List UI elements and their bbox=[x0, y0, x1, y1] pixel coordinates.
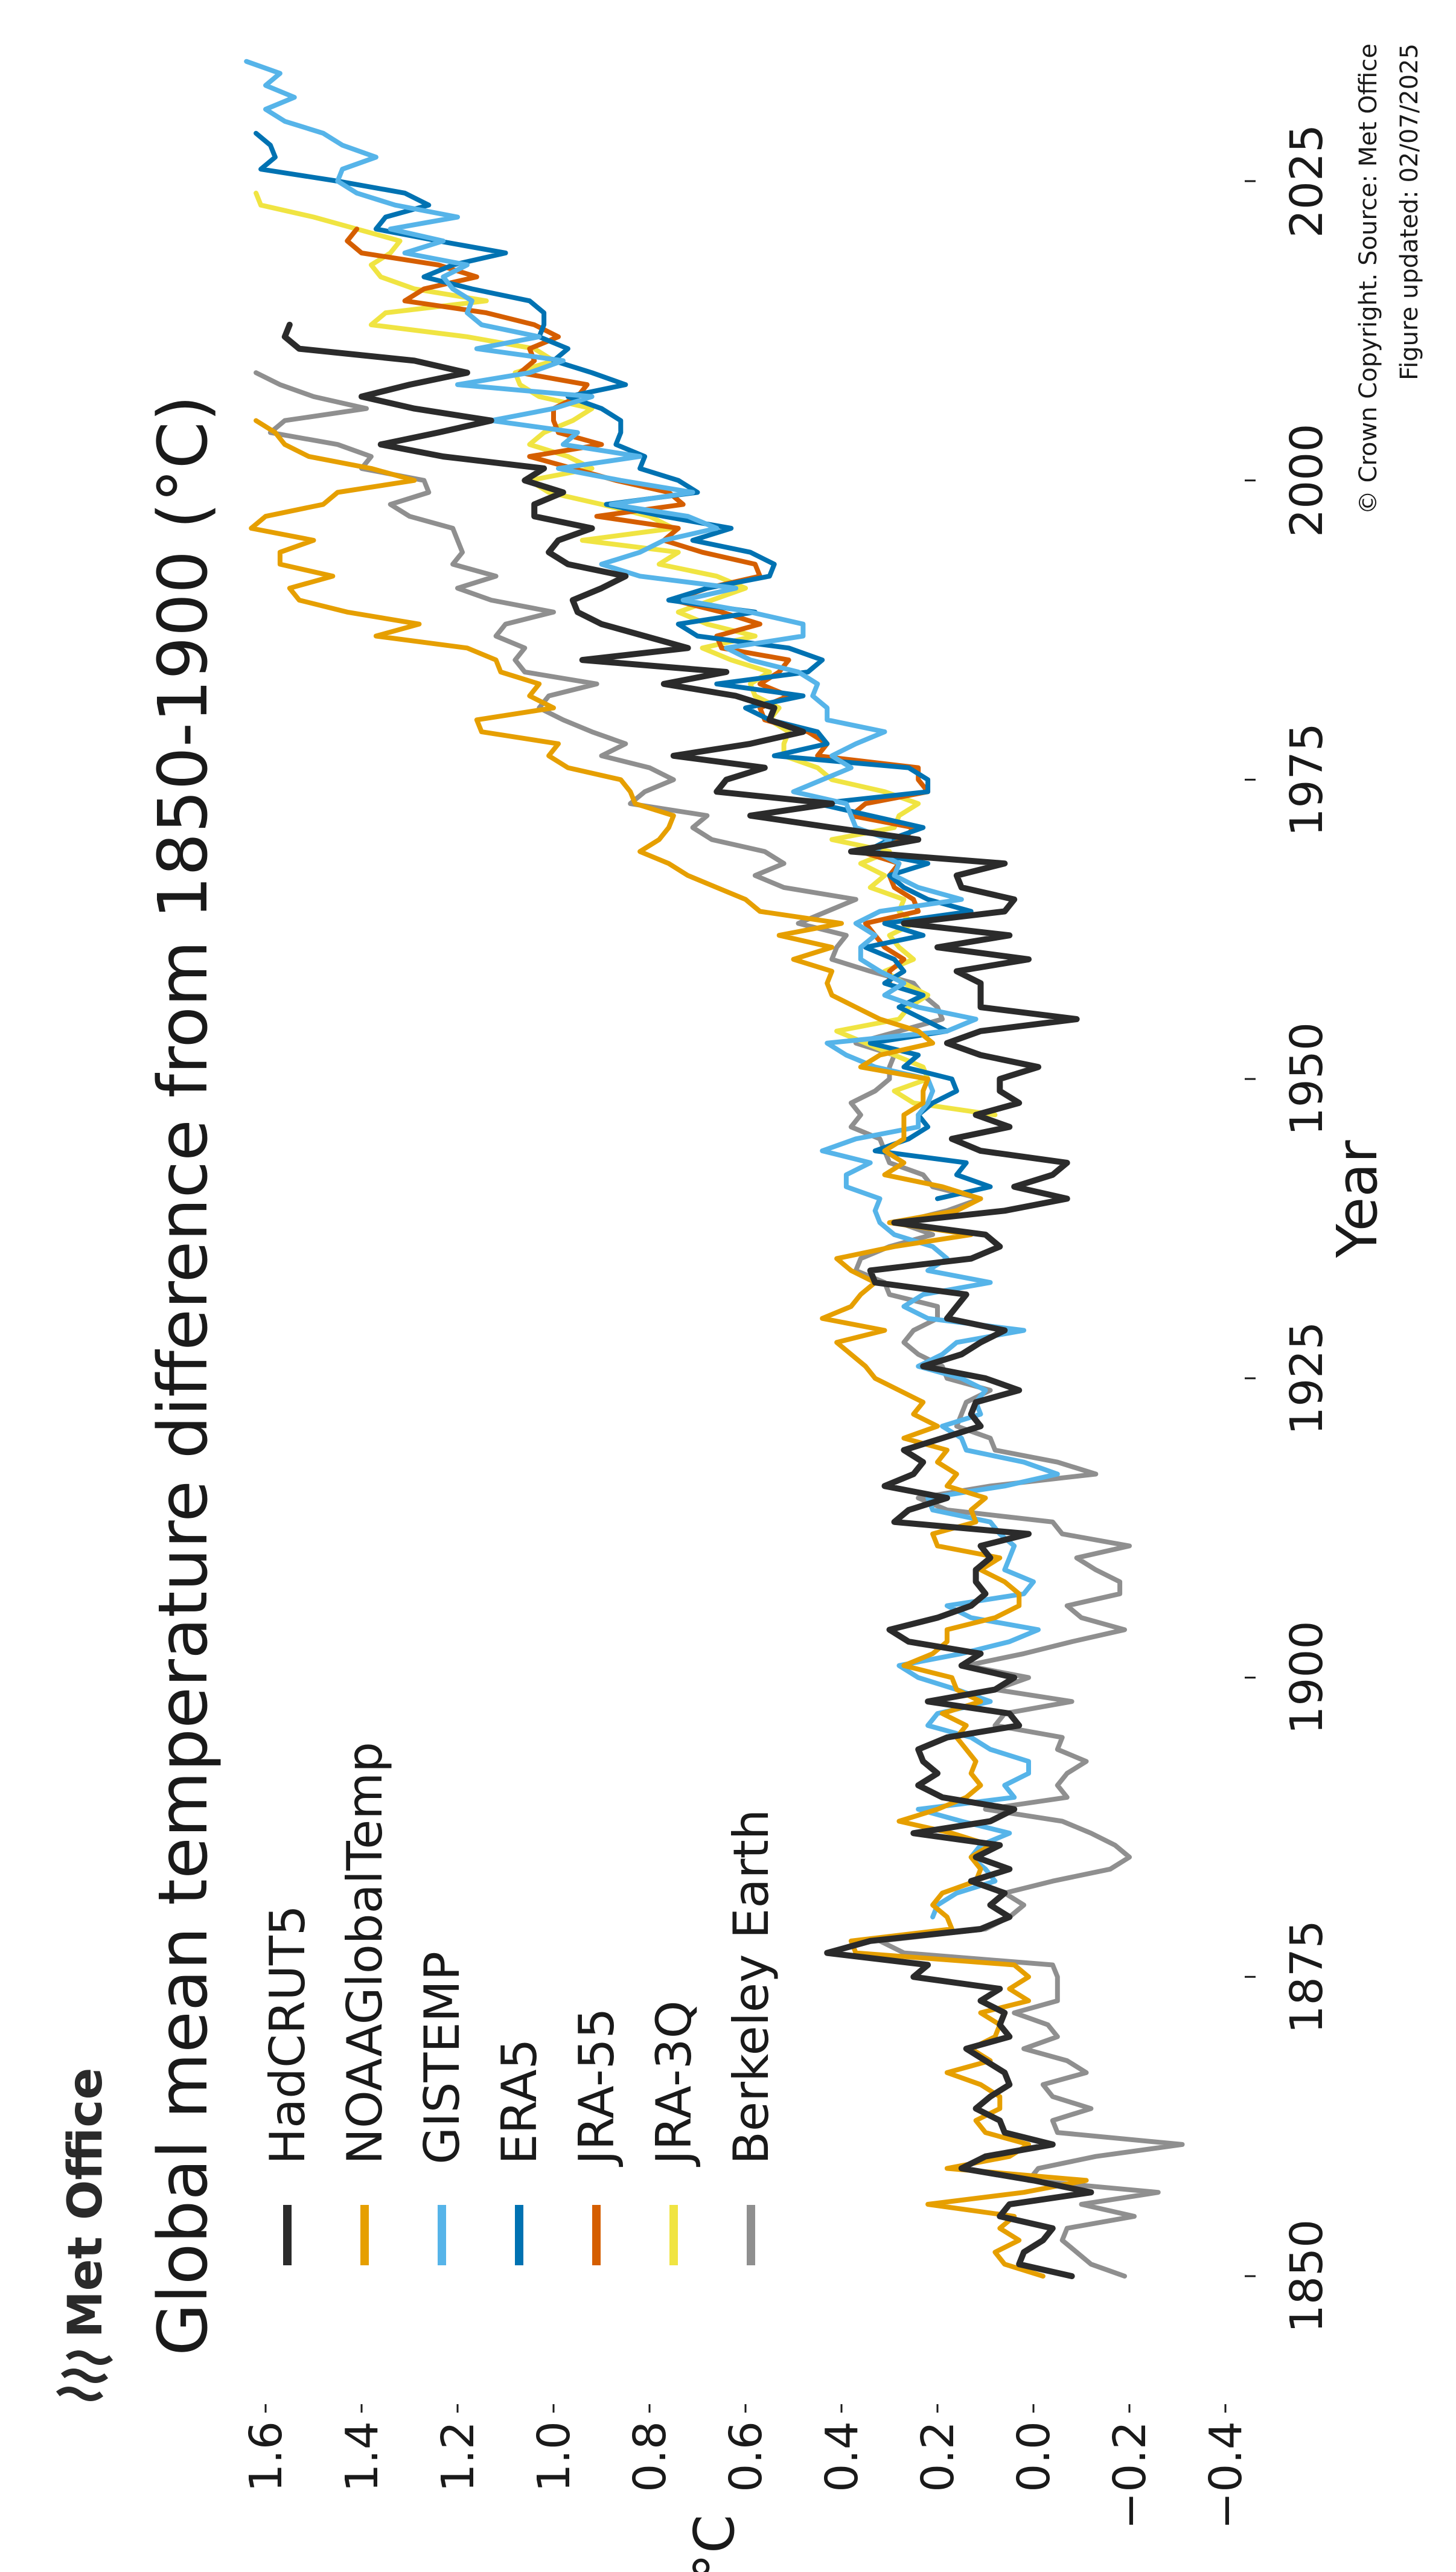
legend-label: Berkeley Earth bbox=[723, 1809, 779, 2164]
met-office-logo-text: Met Office bbox=[59, 2068, 113, 2338]
met-office-waves-icon bbox=[56, 2350, 113, 2401]
series-line-gistemp bbox=[244, 59, 1060, 1920]
y-tick-label: 0.0 bbox=[1008, 2421, 1060, 2492]
credit-line: © Crown Copyright. Source: Met Office bbox=[1355, 43, 1382, 514]
legend-label: GISTEMP bbox=[414, 1951, 470, 2164]
series-line-jra-55 bbox=[345, 226, 931, 986]
x-tick-label: 1850 bbox=[1281, 2219, 1333, 2333]
x-tick-label: 2025 bbox=[1281, 124, 1333, 238]
y-tick-label: −0.4 bbox=[1200, 2421, 1252, 2530]
y-axis-label: °C bbox=[682, 2515, 747, 2572]
legend-label: JRA-55 bbox=[569, 2007, 625, 2167]
legend-label: JRA-3Q bbox=[646, 2000, 702, 2167]
series-line-noaaglobaltemp bbox=[249, 418, 1089, 2279]
legend-label: NOAAGlobalTemp bbox=[337, 1742, 393, 2164]
y-tick-label: 0.2 bbox=[912, 2421, 964, 2492]
legend-label: HadCRUT5 bbox=[260, 1905, 316, 2164]
chart-title: Global mean temperature difference from … bbox=[144, 395, 223, 2356]
legend-label: ERA5 bbox=[491, 2038, 548, 2164]
x-tick-label: 2000 bbox=[1281, 424, 1333, 537]
x-tick-label: 1875 bbox=[1281, 1920, 1333, 2033]
y-tick-label: −0.2 bbox=[1104, 2421, 1156, 2530]
y-tick-label: 1.2 bbox=[432, 2421, 484, 2492]
figure-updated-line: Figure updated: 02/07/2025 bbox=[1396, 43, 1423, 380]
y-tick-label: 1.6 bbox=[240, 2421, 292, 2492]
series-lines bbox=[244, 59, 1185, 2279]
x-tick-label: 1950 bbox=[1281, 1022, 1333, 1136]
series-line-hadcrut5 bbox=[281, 321, 1094, 2279]
x-tick-label: 1925 bbox=[1281, 1322, 1333, 1435]
y-tick-label: 0.4 bbox=[816, 2421, 868, 2492]
y-tick-label: 1.4 bbox=[336, 2421, 388, 2492]
series-line-berkeley-earth bbox=[254, 370, 1185, 2279]
series-line-jra-3q bbox=[254, 190, 998, 1118]
x-axis: 1850 1875 1900 1925 1950 1975 2000 2025 bbox=[1245, 124, 1333, 2333]
series-line-era5 bbox=[254, 130, 993, 1201]
y-tick-label: 1.0 bbox=[528, 2421, 580, 2492]
met-office-logo: Met Office bbox=[56, 2068, 113, 2401]
x-axis-label: Year bbox=[1325, 1140, 1390, 1258]
y-axis: −0.4 −0.2 0.0 0.2 0.4 0.6 0.8 1.0 1.2 1.4 1.6 bbox=[240, 2404, 1252, 2530]
legend: HadCRUT5 NOAAGlobalTemp GISTEMP ERA5 JRA-55 J… bbox=[260, 1742, 779, 2265]
y-tick-label: 0.8 bbox=[624, 2421, 676, 2492]
y-tick-label: 0.6 bbox=[720, 2421, 772, 2492]
x-tick-label: 1975 bbox=[1281, 723, 1333, 836]
x-tick-label: 1900 bbox=[1281, 1620, 1333, 1734]
